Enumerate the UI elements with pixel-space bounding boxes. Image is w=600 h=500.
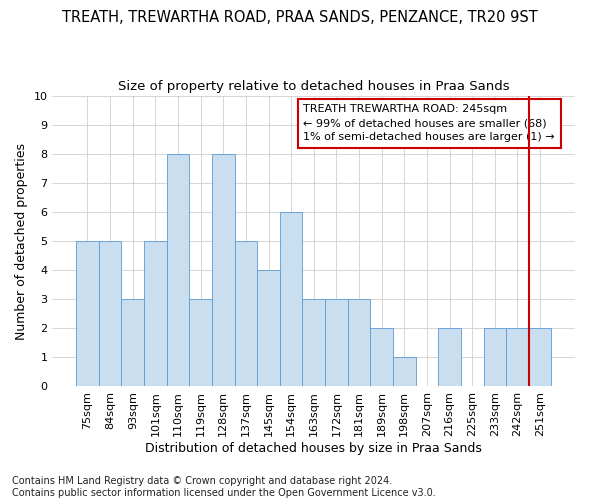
X-axis label: Distribution of detached houses by size in Praa Sands: Distribution of detached houses by size … [145,442,482,455]
Bar [506,328,529,386]
Bar [325,299,348,386]
Bar [167,154,190,386]
Bar [144,241,167,386]
Bar [212,154,235,386]
Bar [190,299,212,386]
Bar [302,299,325,386]
Bar [348,299,370,386]
Bar [484,328,506,386]
Title: Size of property relative to detached houses in Praa Sands: Size of property relative to detached ho… [118,80,509,93]
Text: Contains HM Land Registry data © Crown copyright and database right 2024.
Contai: Contains HM Land Registry data © Crown c… [12,476,436,498]
Text: TREATH TREWARTHA ROAD: 245sqm
← 99% of detached houses are smaller (68)
1% of se: TREATH TREWARTHA ROAD: 245sqm ← 99% of d… [304,104,555,142]
Bar [393,358,416,386]
Bar [99,241,121,386]
Bar [76,241,99,386]
Bar [370,328,393,386]
Bar [280,212,302,386]
Bar [257,270,280,386]
Bar [235,241,257,386]
Bar [438,328,461,386]
Text: TREATH, TREWARTHA ROAD, PRAA SANDS, PENZANCE, TR20 9ST: TREATH, TREWARTHA ROAD, PRAA SANDS, PENZ… [62,10,538,25]
Y-axis label: Number of detached properties: Number of detached properties [15,142,28,340]
Bar [529,328,551,386]
Bar [121,299,144,386]
